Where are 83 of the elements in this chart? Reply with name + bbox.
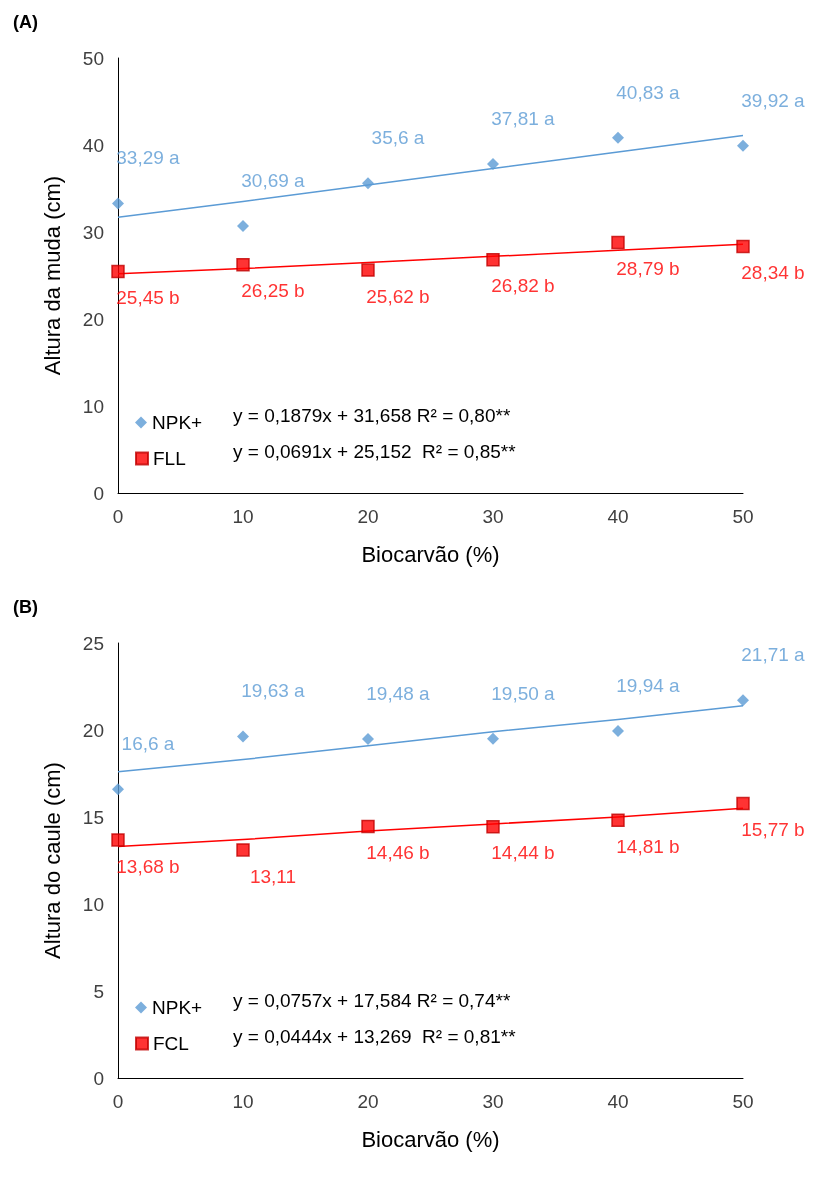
point bbox=[737, 139, 749, 152]
data-label: 15,77 b bbox=[741, 819, 805, 841]
point bbox=[361, 263, 375, 277]
y-tick-label: 0 bbox=[93, 1067, 104, 1089]
x-axis-title: Biocarvão (%) bbox=[361, 541, 500, 567]
point bbox=[237, 220, 249, 232]
legend-label: NPK+ bbox=[152, 997, 203, 1018]
y-tick-label: 30 bbox=[82, 221, 104, 243]
data-label: 39,92 a bbox=[741, 89, 806, 111]
point bbox=[487, 732, 499, 745]
y-tick-label: 40 bbox=[82, 134, 104, 156]
legend-label: FLL bbox=[153, 448, 186, 469]
x-tick-label: 0 bbox=[112, 1091, 124, 1112]
data-label: 26,25 b bbox=[241, 280, 305, 302]
x-tick-label: 50 bbox=[732, 1091, 754, 1112]
data-label: 37,81 a bbox=[491, 108, 556, 130]
data-label: 40,83 a bbox=[616, 81, 681, 103]
y-tick-label: 25 bbox=[82, 632, 104, 654]
point bbox=[112, 197, 124, 210]
x-tick-label: 50 bbox=[732, 506, 754, 527]
point bbox=[362, 177, 374, 190]
point bbox=[236, 843, 250, 857]
y-tick-label: 20 bbox=[82, 719, 104, 741]
data-label: 19,50 a bbox=[491, 682, 556, 704]
annotation: y = 0,1879x + 31,658 R² = 0,80** bbox=[233, 405, 511, 426]
data-label: 26,82 b bbox=[491, 275, 555, 297]
point bbox=[736, 796, 750, 811]
data-label: 35,6 a bbox=[371, 127, 425, 149]
point bbox=[612, 131, 624, 144]
data-label: 19,63 a bbox=[241, 680, 306, 702]
x-tick-label: 20 bbox=[357, 506, 379, 527]
point bbox=[111, 833, 125, 847]
x-axis-title: Biocarvão (%) bbox=[361, 1126, 500, 1152]
y-tick-label: 15 bbox=[82, 806, 104, 828]
chart-title: (A) bbox=[13, 12, 38, 32]
data-label: 25,62 b bbox=[366, 285, 430, 307]
x-tick-label: 0 bbox=[112, 506, 124, 527]
point bbox=[612, 725, 624, 738]
x-tick-label: 10 bbox=[232, 506, 254, 527]
point bbox=[737, 694, 749, 707]
y-tick-label: 5 bbox=[93, 980, 104, 1002]
annotation: y = 0,0444x + 13,269 R² = 0,81** bbox=[233, 1026, 517, 1047]
y-tick-label: 10 bbox=[82, 893, 104, 915]
data-label: 14,44 b bbox=[491, 842, 555, 864]
annotation: y = 0,0691x + 25,152 R² = 0,85** bbox=[233, 441, 517, 462]
x-tick-label: 20 bbox=[357, 1091, 379, 1112]
point bbox=[611, 235, 625, 250]
data-label: 19,94 a bbox=[616, 675, 681, 697]
point bbox=[237, 730, 249, 743]
data-label: 21,71 a bbox=[741, 644, 806, 666]
point bbox=[611, 813, 625, 828]
x-tick-label: 40 bbox=[607, 1091, 629, 1112]
y-axis-title: Altura da muda (cm) bbox=[39, 175, 65, 376]
data-label: 14,81 b bbox=[616, 836, 680, 858]
x-tick-label: 30 bbox=[482, 1091, 504, 1112]
legend-label: NPK+ bbox=[152, 412, 203, 433]
y-tick-label: 50 bbox=[82, 47, 104, 69]
point bbox=[487, 158, 499, 171]
point bbox=[362, 733, 374, 746]
data-label: 30,69 a bbox=[241, 170, 306, 191]
data-label: 19,48 a bbox=[366, 683, 431, 705]
x-tick-label: 10 bbox=[232, 1091, 254, 1112]
point bbox=[111, 264, 125, 279]
y-axis-title: Altura do caule (cm) bbox=[39, 762, 65, 959]
data-label: 13,11 bbox=[249, 865, 297, 887]
point bbox=[361, 819, 375, 834]
y-tick-label: 20 bbox=[82, 308, 104, 330]
point bbox=[736, 239, 750, 254]
point bbox=[486, 819, 500, 834]
y-tick-label: 10 bbox=[82, 395, 104, 417]
data-label: 28,79 b bbox=[616, 258, 680, 280]
point bbox=[236, 257, 250, 272]
point bbox=[112, 783, 124, 796]
data-label: 14,46 b bbox=[366, 842, 430, 864]
annotation: y = 0,0757x + 17,584 R² = 0,74** bbox=[233, 990, 511, 1011]
data-label: 16,6 a bbox=[121, 733, 175, 755]
y-tick-label: 0 bbox=[93, 482, 104, 504]
x-tick-label: 40 bbox=[607, 506, 629, 527]
legend-label: FCL bbox=[153, 1033, 189, 1054]
data-label: 28,34 b bbox=[741, 262, 805, 284]
point bbox=[486, 252, 500, 267]
x-tick-label: 30 bbox=[482, 506, 504, 527]
chart-title: (B) bbox=[13, 597, 38, 617]
